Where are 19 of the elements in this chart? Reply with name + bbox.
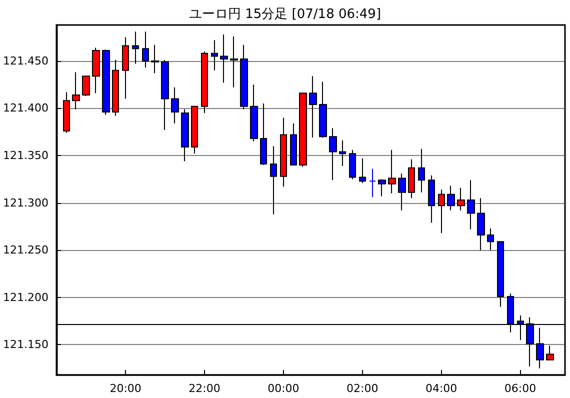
- candlestick: [359, 158, 366, 184]
- x-tick-label: 00:00: [268, 382, 300, 395]
- x-tick-label: 02:00: [346, 382, 378, 395]
- candlestick: [408, 158, 415, 199]
- y-tick-label: 121.450: [2, 54, 48, 68]
- y-tick-label: 121.150: [2, 338, 48, 352]
- y-tick-label: 121.250: [2, 244, 48, 257]
- x-tick-label: 04:00: [425, 382, 458, 395]
- candlestick: [369, 168, 376, 198]
- candlestick: [82, 76, 90, 96]
- x-tick-label: 22:00: [188, 382, 220, 395]
- y-tick-label: 121.350: [2, 149, 48, 162]
- chart-title: ユーロ円 15分足 [07/18 06:49]: [188, 7, 382, 22]
- x-tick-label: 20:00: [110, 382, 142, 395]
- x-tick-label: 06:00: [504, 382, 536, 395]
- y-tick-label: 121.300: [2, 196, 48, 210]
- y-tick-label: 121.400: [2, 102, 48, 115]
- y-tick-label: 121.200: [2, 290, 48, 304]
- candlestick: [378, 178, 386, 197]
